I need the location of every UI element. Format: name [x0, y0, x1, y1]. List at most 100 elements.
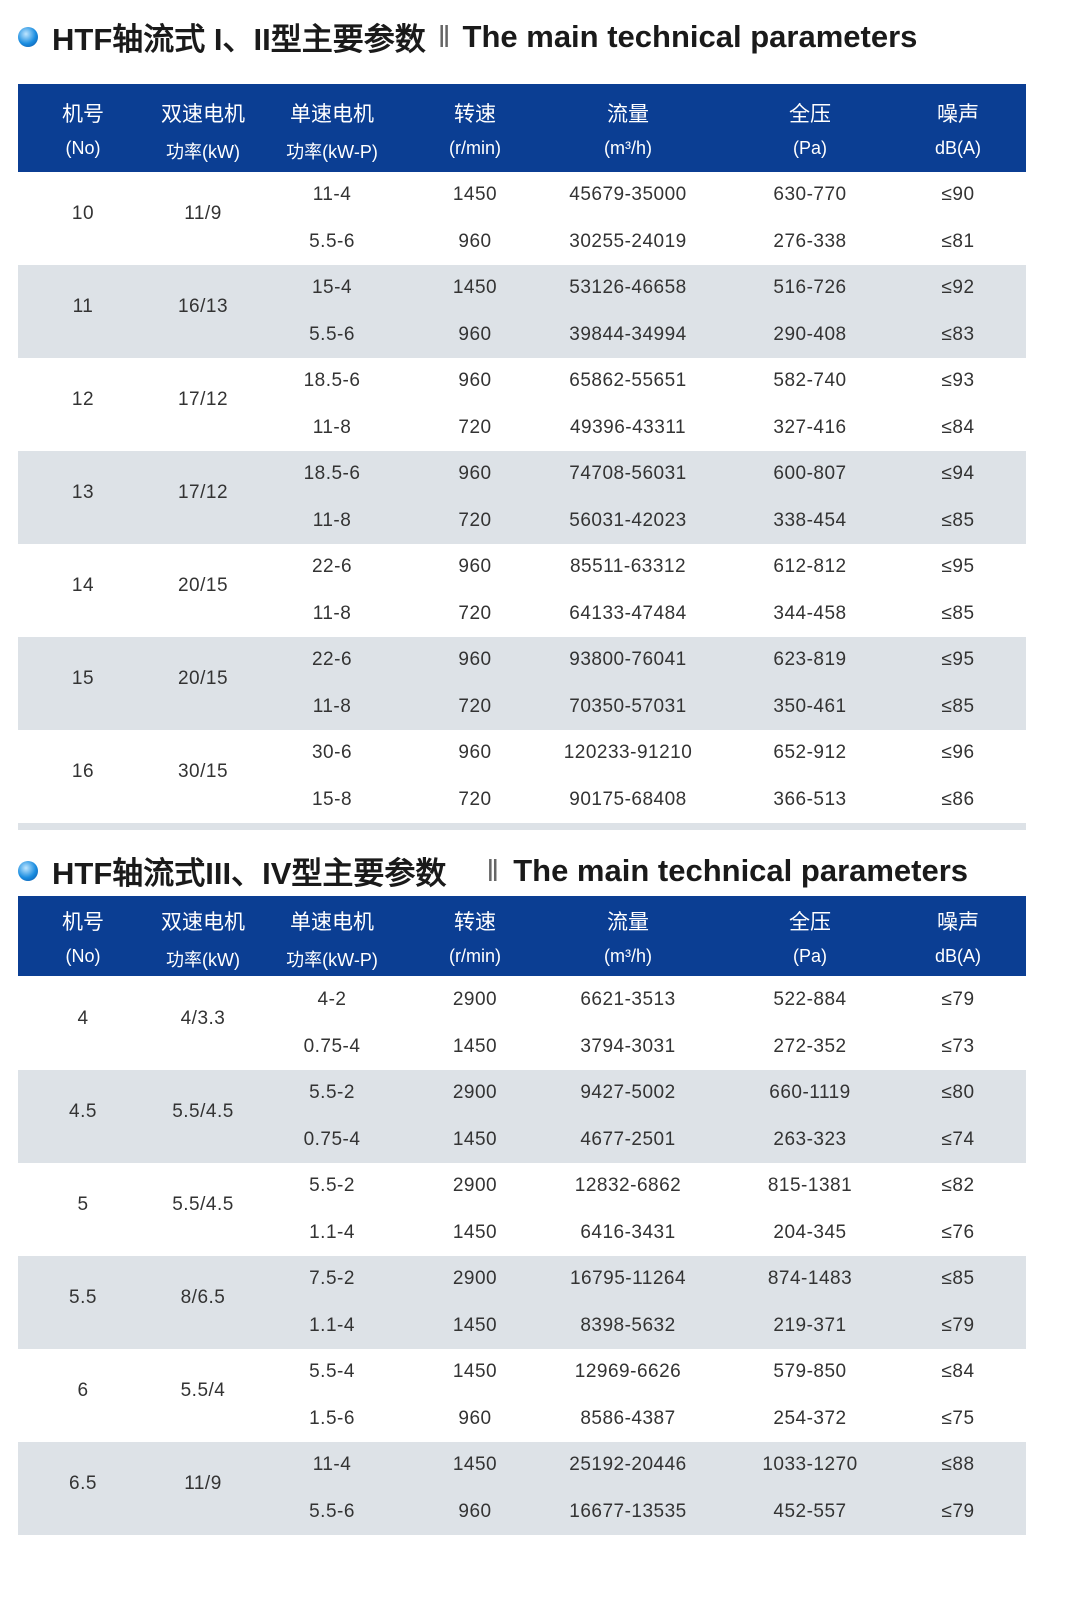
cell-value: 344-458: [773, 603, 847, 624]
cell-value: 276-338: [773, 231, 847, 252]
cell-value: ≤85: [941, 603, 975, 624]
section2-title-cn: HTF轴流式III、IV型主要参数: [52, 856, 447, 891]
cell-value: 579-850: [773, 1361, 847, 1382]
cell-value: ≤86: [941, 789, 975, 810]
cell-value: 90175-68408: [569, 789, 687, 810]
cell-value: 720: [458, 603, 492, 624]
cell-dual-power: 11/9: [184, 1473, 222, 1494]
cell-value: ≤92: [941, 277, 975, 298]
cell-dual-power: 4/3.3: [180, 1008, 226, 1029]
cell-no: 5.5: [69, 1287, 97, 1308]
cell-value: 74708-56031: [569, 463, 687, 484]
cell-value: 254-372: [773, 1408, 847, 1429]
header-label: 转速: [454, 103, 496, 126]
cell-value: 1450: [452, 1036, 498, 1057]
cell-no: 6.5: [69, 1473, 97, 1494]
header-unit: (m³/h): [604, 138, 652, 158]
cell-no: 11: [72, 296, 94, 317]
cell-value: 22-6: [311, 649, 353, 670]
cell-value: ≤79: [941, 989, 975, 1010]
cell-value: 960: [458, 463, 492, 484]
table-header: 机号 (No) 双速电机 功率(kW) 单速电机 功率(kW-P) 转速 (r/min) 流量 (…: [18, 84, 1026, 172]
cell-dual-power: 5.5/4.5: [172, 1101, 234, 1122]
cell-value: 960: [458, 556, 492, 577]
cell-value: ≤96: [941, 742, 975, 763]
cell-no: 15: [71, 668, 95, 689]
cell-value: 1.5-6: [309, 1408, 355, 1429]
cell-value: ≤85: [941, 696, 975, 717]
cell-dual-power: 17/12: [177, 389, 229, 410]
table-row-group: 6.5 11/9 11-4 1450 25192-20446 1033-1270 ≤88 5.…: [18, 1442, 1026, 1535]
cell-value: 720: [458, 510, 492, 531]
cell-value: ≤76: [941, 1222, 975, 1243]
cell-value: ≤95: [941, 556, 975, 577]
header-cell: 全压 (Pa): [789, 98, 831, 159]
cell-value: 1450: [452, 1222, 498, 1243]
cell-value: 16795-11264: [569, 1268, 687, 1289]
header-label: 单速电机: [290, 911, 374, 934]
cell-value: ≤74: [941, 1129, 975, 1150]
cell-value: 53126-46658: [569, 277, 687, 298]
header-cell: 单速电机 功率(kW-P): [286, 98, 378, 164]
header-label: 机号: [62, 911, 104, 934]
cell-value: 15-4: [311, 277, 353, 298]
cell-value: 4-2: [317, 989, 347, 1010]
title-separator: ‖: [486, 852, 500, 888]
header-unit: (r/min): [449, 138, 501, 158]
cell-value: 16677-13535: [569, 1501, 687, 1522]
header-unit: (r/min): [449, 946, 501, 966]
cell-value: 120233-91210: [563, 742, 693, 763]
cell-value: 6621-3513: [580, 989, 676, 1010]
cell-value: 960: [458, 1408, 492, 1429]
cell-dual-power: 20/15: [177, 668, 229, 689]
cell-dual-power: 5.5/4.5: [172, 1194, 234, 1215]
cell-value: ≤95: [941, 649, 975, 670]
header-unit: (No): [65, 946, 101, 966]
cell-value: 11-8: [312, 510, 352, 531]
cell-value: 8586-4387: [580, 1408, 676, 1429]
cell-value: 1450: [452, 1129, 498, 1150]
bullet-icon: [18, 860, 38, 881]
cell-no: 4: [77, 1008, 89, 1029]
section1-title-cn: HTF轴流式 I、II型主要参数: [52, 22, 426, 57]
cell-value: ≤73: [941, 1036, 975, 1057]
cell-value: 15-8: [311, 789, 353, 810]
header-label: 单速电机: [290, 103, 374, 126]
cell-value: ≤88: [941, 1454, 975, 1475]
cell-value: 8398-5632: [580, 1315, 676, 1336]
header-label: 流量: [607, 103, 649, 126]
cell-value: 219-371: [773, 1315, 847, 1336]
header-cell: 流量 (m³/h): [604, 98, 652, 159]
cell-no: 4.5: [69, 1101, 97, 1122]
table-row-group: 4.5 5.5/4.5 5.5-2 2900 9427-5002 660-1119 ≤80 0…: [18, 1070, 1026, 1163]
cell-value: 39844-34994: [569, 324, 687, 345]
header-unit: (No): [65, 138, 101, 158]
cell-value: 4677-2501: [580, 1129, 676, 1150]
header-label: 转速: [454, 911, 496, 934]
section2-title: HTF轴流式III、IV型主要参数 ‖ The main technical p…: [18, 848, 968, 893]
cell-value: ≤90: [941, 184, 975, 205]
cell-value: 350-461: [773, 696, 847, 717]
header-cell: 噪声 dB(A): [935, 906, 981, 967]
cell-value: 327-416: [773, 417, 847, 438]
cell-no: 12: [71, 389, 95, 410]
cell-value: 338-454: [773, 510, 847, 531]
cell-value: 452-557: [773, 1501, 847, 1522]
header-cell: 双速电机 功率(kW): [161, 98, 245, 164]
cell-value: ≤85: [941, 510, 975, 531]
table-row-group: 6 5.5/4 5.5-4 1450 12969-6626 579-850 ≤84 1.5-6…: [18, 1349, 1026, 1442]
cell-value: 70350-57031: [569, 696, 687, 717]
cell-dual-power: 20/15: [177, 575, 229, 596]
cell-value: 3794-3031: [580, 1036, 676, 1057]
cell-value: ≤85: [941, 1268, 975, 1289]
cell-value: 652-912: [773, 742, 847, 763]
cell-value: 960: [458, 370, 492, 391]
cell-value: 12832-6862: [574, 1175, 682, 1196]
cell-value: 2900: [452, 989, 498, 1010]
cell-value: 65862-55651: [569, 370, 687, 391]
cell-value: 720: [458, 789, 492, 810]
header-cell: 单速电机 功率(kW-P): [286, 906, 378, 972]
cell-value: 582-740: [773, 370, 847, 391]
cell-value: 22-6: [311, 556, 353, 577]
cell-no: 10: [71, 203, 95, 224]
